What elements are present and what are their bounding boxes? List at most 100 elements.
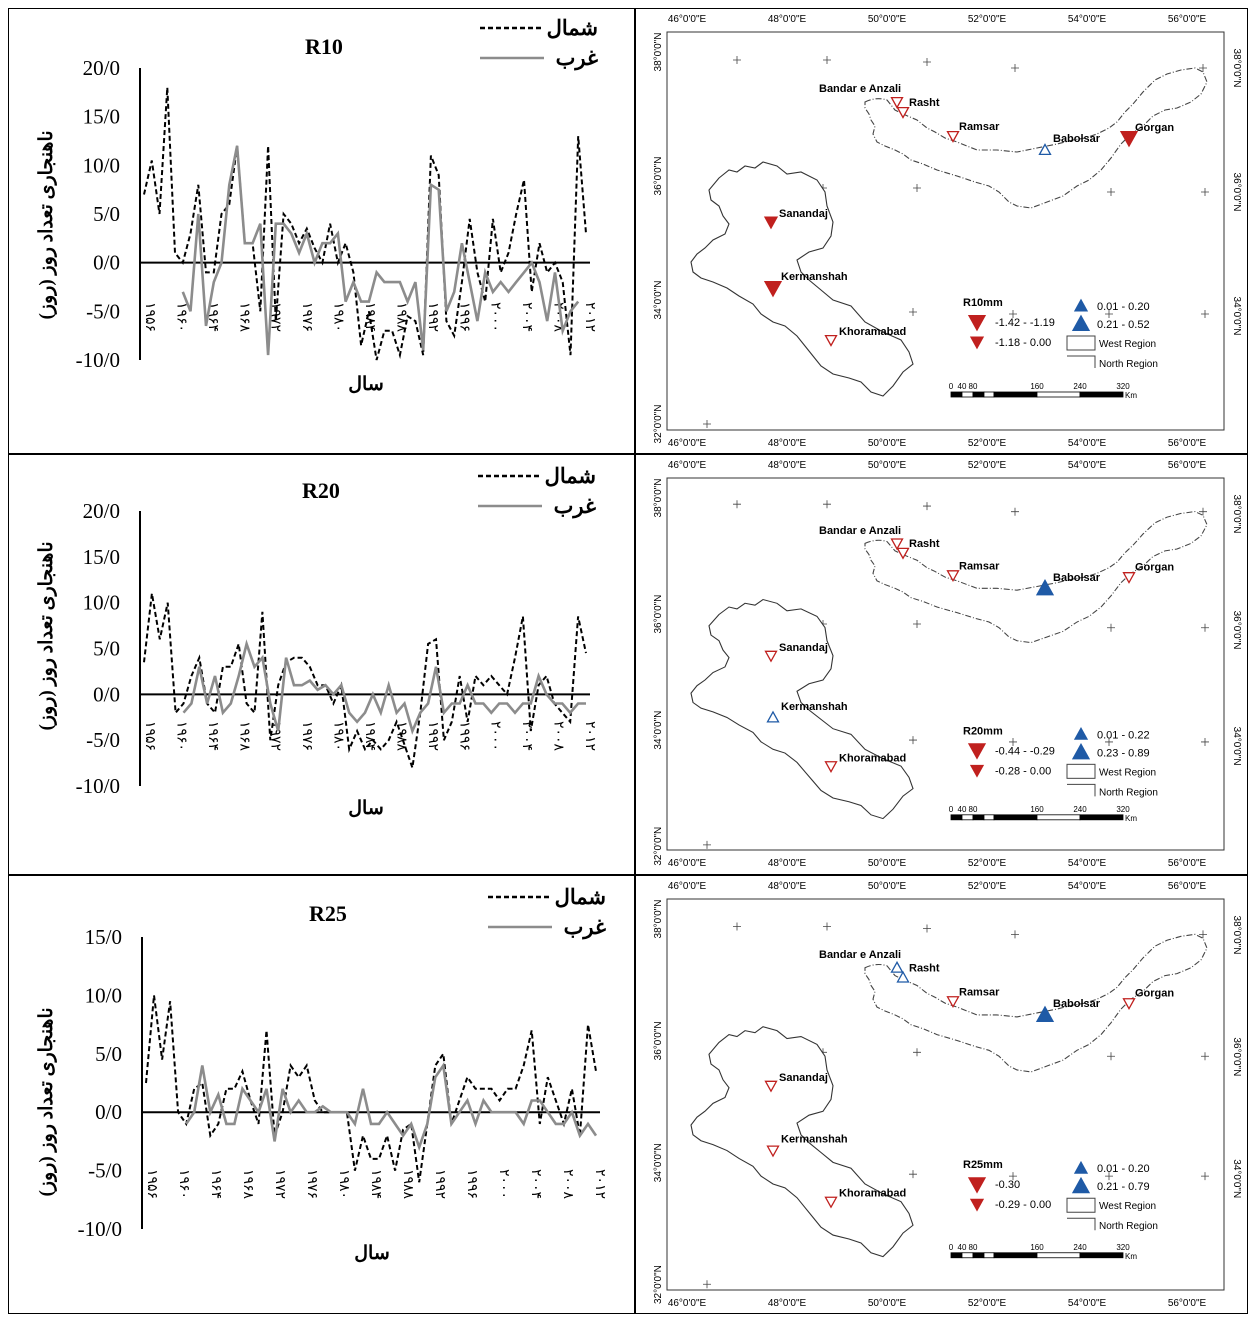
scale-label: 40 bbox=[958, 382, 967, 391]
graticule-cross bbox=[703, 420, 711, 428]
y-tick-label: -10/0 bbox=[78, 1217, 122, 1241]
series-line-north bbox=[143, 87, 587, 361]
y-tick-label: 20/0 bbox=[83, 56, 120, 80]
legend-symbol-pos1 bbox=[1073, 298, 1089, 312]
lon-label-top: 46°0'0"E bbox=[668, 881, 707, 892]
scale-label: 0 bbox=[949, 805, 954, 814]
graticule-cross bbox=[733, 922, 741, 931]
graticule-cross bbox=[1201, 737, 1209, 746]
legend-symbol-neg2 bbox=[969, 336, 985, 350]
station-marker-gorgan bbox=[1122, 572, 1136, 584]
x-tick-label: ۱۹۶۴ bbox=[208, 1169, 223, 1199]
station-label-babolsar: Babolsar bbox=[1053, 998, 1101, 1010]
scale-unit: Km bbox=[1125, 1252, 1137, 1261]
lat-label-left: 34°0'0"N bbox=[653, 1143, 664, 1182]
lon-label-top: 54°0'0"E bbox=[1068, 460, 1107, 471]
scale-label: 320 bbox=[1116, 805, 1130, 814]
graticule-cross bbox=[1011, 507, 1019, 516]
legend-label-north: North Region bbox=[1099, 359, 1158, 370]
station-label-ramsar: Ramsar bbox=[959, 121, 1000, 133]
station-marker-rasht bbox=[896, 547, 910, 560]
graticule-cross bbox=[913, 184, 921, 192]
y-tick-label: -5/0 bbox=[86, 728, 120, 752]
lon-label-bottom: 52°0'0"E bbox=[968, 438, 1007, 449]
lon-label-bottom: 46°0'0"E bbox=[668, 438, 707, 449]
lat-label-left: 38°0'0"N bbox=[653, 900, 664, 939]
x-tick-label: ۱۹۸۸ bbox=[400, 1169, 415, 1200]
x-tick-label: ۱۹۵۶ bbox=[142, 721, 157, 751]
legend-label: غرب bbox=[564, 915, 606, 940]
lon-label-bottom: 48°0'0"E bbox=[768, 858, 807, 869]
station-label-kermanshah: Kermanshah bbox=[781, 271, 848, 283]
legend-symbol-pos2 bbox=[1071, 742, 1091, 760]
legend-label: غرب bbox=[554, 494, 596, 519]
x-tick-label: ۲۰۰۴ bbox=[519, 302, 534, 332]
legend-label: غرب bbox=[556, 46, 598, 71]
station-label-rasht: Rasht bbox=[909, 538, 940, 550]
x-tick-label: ۱۹۹۶ bbox=[456, 721, 471, 751]
graticule-cross bbox=[1009, 310, 1017, 318]
x-tick-label: ۱۹۶۸ bbox=[236, 721, 251, 752]
north-region-outline bbox=[864, 933, 1208, 1073]
scale-bar-segment bbox=[961, 814, 974, 821]
chart-r20: R20 20/0 15/0 10/0 5/0 0/0 -5/0 -10/0 ناهنجاری ت… bbox=[36, 464, 597, 819]
scale-bar-segment bbox=[950, 814, 963, 821]
y-tick-label: 10/0 bbox=[83, 153, 120, 177]
lat-label-left: 34°0'0"N bbox=[653, 281, 664, 320]
lon-label-top: 50°0'0"E bbox=[868, 14, 907, 25]
legend-label-neg1: -1.42 - -1.19 bbox=[995, 317, 1055, 329]
lon-label-top: 52°0'0"E bbox=[968, 881, 1007, 892]
series-line-west bbox=[185, 1061, 598, 1152]
x-tick-label: ۱۹۵۶ bbox=[144, 1169, 159, 1199]
legend-index-label: R10mm bbox=[963, 297, 1003, 309]
scale-label: 160 bbox=[1030, 805, 1044, 814]
y-tick-label: -10/0 bbox=[76, 348, 120, 372]
x-tick-label: ۱۹۶۴ bbox=[205, 721, 220, 751]
graticule-cross bbox=[1199, 64, 1207, 72]
legend-north-swatch bbox=[1067, 1217, 1096, 1231]
scale-label: 80 bbox=[969, 1243, 978, 1252]
scale-bar-segment bbox=[972, 814, 985, 821]
station-label-gorgan: Gorgan bbox=[1135, 987, 1174, 999]
scale-unit: Km bbox=[1125, 391, 1137, 400]
lat-label-left: 32°0'0"N bbox=[653, 405, 664, 444]
scale-label: 160 bbox=[1030, 382, 1044, 391]
station-marker-rasht bbox=[896, 106, 910, 119]
station-label-ramsar: Ramsar bbox=[959, 986, 1000, 998]
x-tick-label: ۱۹۸۰ bbox=[336, 1169, 351, 1199]
row-divider bbox=[8, 453, 1248, 455]
scale-label: 160 bbox=[1030, 1243, 1044, 1252]
lat-label-right: 34°0'0"N bbox=[1231, 1159, 1242, 1198]
graticule-cross bbox=[923, 58, 931, 66]
scale-bar-segment bbox=[1079, 814, 1124, 821]
station-marker-kermanshah bbox=[766, 710, 780, 723]
legend-symbol-pos2 bbox=[1071, 314, 1091, 332]
graticule-cross bbox=[1107, 623, 1115, 632]
y-tick-label: -5/0 bbox=[86, 299, 120, 323]
chart-r10: R10 20/0 15/0 10/0 5/0 0/0 -5/0 -10/0 ناهنجاری ت… bbox=[36, 16, 598, 395]
graticule-cross bbox=[703, 840, 711, 849]
scale-bar-segment bbox=[1036, 391, 1081, 398]
station-label-ramsar: Ramsar bbox=[959, 561, 1000, 573]
legend-symbol-neg1 bbox=[967, 1177, 987, 1194]
x-tick-label: ۲۰۱۲ bbox=[582, 302, 597, 332]
lon-label-bottom: 54°0'0"E bbox=[1068, 438, 1107, 449]
y-tick-label: 15/0 bbox=[83, 545, 120, 569]
scale-label: 0 bbox=[949, 382, 954, 391]
scale-label: 80 bbox=[969, 805, 978, 814]
scale-bar-segment bbox=[1079, 1252, 1124, 1259]
x-tick-label: ۱۹۶۸ bbox=[236, 302, 251, 333]
chart-title: R25 bbox=[309, 901, 347, 926]
station-marker-sanandaj bbox=[764, 650, 778, 663]
scale-label: 0 bbox=[949, 1243, 954, 1252]
map-group: 46°0'0"E 46°0'0"E 48°0'0"E 48°0'0"E 50°0'0"E… bbox=[653, 460, 1242, 869]
scale-label: 240 bbox=[1073, 805, 1087, 814]
legend-west-swatch bbox=[1066, 763, 1096, 779]
legend-label-north: North Region bbox=[1099, 787, 1158, 798]
scale-label: 240 bbox=[1073, 382, 1087, 391]
y-axis-label: ناهنجاری تعداد روز (روز) bbox=[36, 541, 57, 730]
scale-bar-segment bbox=[961, 391, 974, 398]
scale-bar-segment bbox=[961, 1252, 974, 1259]
station-label-kermanshah: Kermanshah bbox=[781, 701, 848, 713]
chart-r25: R25 15/0 10/0 5/0 0/0 -5/0 -10/0 ناهنجاری تعداد… bbox=[36, 885, 607, 1264]
